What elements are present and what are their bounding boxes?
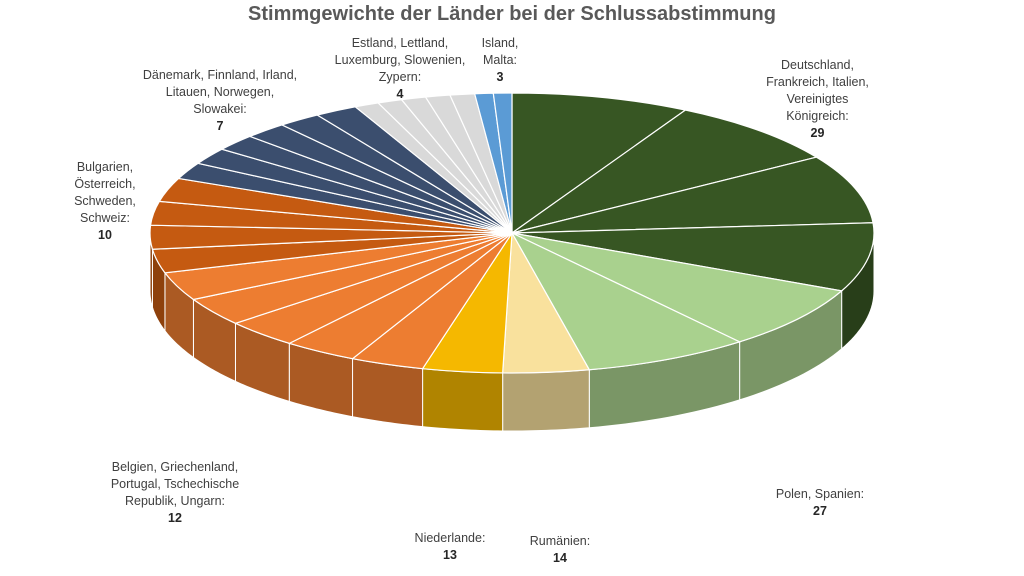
slice-label: Rumänien: 14 <box>510 533 610 567</box>
slice-label-text: Österreich, <box>74 177 136 191</box>
pie-side-segment <box>422 368 504 432</box>
slice-label-text: Schweden, <box>74 194 136 208</box>
slice-label-text: Deutschland, <box>781 58 854 72</box>
slice-label: Belgien, Griechenland, Portugal, Tschechi… <box>100 459 250 527</box>
slice-label-text: Polen, Spanien: <box>775 487 865 501</box>
pie-slice <box>511 92 687 235</box>
slice-label-text: Frankreich, Italien, <box>766 75 869 89</box>
slice-value: 3 <box>496 70 504 84</box>
slice-value: 10 <box>98 228 112 242</box>
slice-value: 4 <box>396 87 404 101</box>
pie-slice <box>511 109 818 234</box>
slice-label-text: Litauen, Norwegen, <box>165 85 275 99</box>
slice-label-text: Zypern: <box>378 70 422 84</box>
slice-label-text: Rumänien: <box>529 534 591 548</box>
slice-label-text: Island, <box>481 36 519 50</box>
pie-side-segment <box>352 358 424 428</box>
slice-label-text: Vereinigtes <box>786 92 849 106</box>
slice-label: Polen, Spanien: 27 <box>760 486 880 520</box>
slice-label-text: Belgien, Griechenland, <box>111 460 239 474</box>
slice-label-text: Portugal, Tschechische <box>110 477 240 491</box>
slice-value: 7 <box>216 119 224 133</box>
slice-label: Niederlande: 13 <box>395 530 505 564</box>
slice-label-text: Estland, Lettland, <box>351 36 449 50</box>
slice-label-text: Bulgarien, <box>76 160 134 174</box>
chart-title: Stimmgewichte der Länder bei der Schluss… <box>248 3 776 25</box>
slice-label: Dänemark, Finnland, Irland, Litauen, Norw… <box>100 67 340 135</box>
slice-label-text: Königreich: <box>786 109 849 123</box>
slice-value: 29 <box>810 126 825 140</box>
slice-label: Estland, Lettland, Luxemburg, Slowenien, Z… <box>330 35 470 103</box>
slice-label: Deutschland, Frankreich, Italien, Vereinig… <box>760 57 875 142</box>
slice-label-text: Schweiz: <box>79 211 131 225</box>
pie-slice <box>511 232 844 343</box>
pie-slice <box>492 92 513 234</box>
pie-side-segment <box>502 369 590 432</box>
slice-label-text: Dänemark, Finnland, Irland, <box>142 68 298 82</box>
slice-value: 13 <box>443 548 457 562</box>
slice-label-text: Republik, Ungarn: <box>124 494 226 508</box>
slice-label: Island, Malta: 3 <box>470 35 530 86</box>
slice-label-text: Niederlande: <box>414 531 486 545</box>
slice-label-text: Luxemburg, Slowenien, <box>334 53 466 67</box>
slice-label-text: Slowakei: <box>193 102 247 116</box>
slice-value: 12 <box>168 511 182 525</box>
slice-value: 14 <box>553 551 567 565</box>
slice-value: 27 <box>813 504 827 518</box>
pie-slice <box>510 231 742 371</box>
pie-slice <box>511 222 875 292</box>
slice-label: Bulgarien, Österreich, Schweden, Schweiz: 10 <box>60 159 150 244</box>
pie-slice <box>511 156 874 234</box>
slice-label-text: Malta: <box>482 53 518 67</box>
